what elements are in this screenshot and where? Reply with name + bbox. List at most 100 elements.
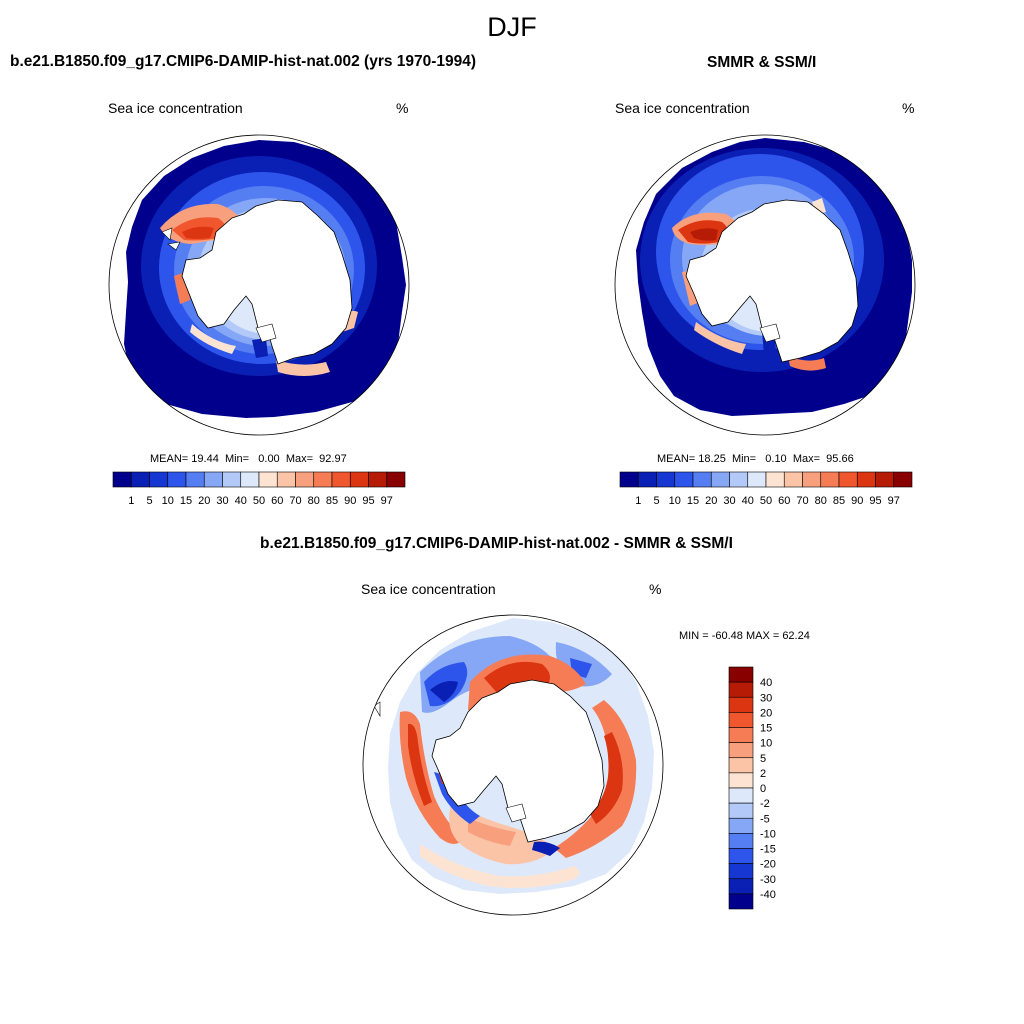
colorbar-tick-label: 20 (198, 495, 210, 507)
panel-3-units-label: % (649, 581, 662, 597)
panel-1-mean-value: 19.44 (191, 453, 219, 465)
colorbar-swatch (728, 727, 754, 743)
colorbar-tick-label: 15 (687, 495, 699, 507)
colorbar-swatch (728, 666, 754, 683)
colorbar-tick-label: 80 (815, 495, 827, 507)
colorbar-swatch (149, 471, 169, 488)
colorbar-tick-label: 70 (289, 495, 301, 507)
colorbar-swatch (222, 471, 242, 488)
colorbar-swatch (349, 471, 369, 488)
colorbar-swatch (112, 471, 132, 488)
colorbar-swatch (637, 471, 657, 488)
colorbar-tick-label: 0 (760, 783, 766, 795)
colorbar-swatch (692, 471, 712, 488)
colorbar-tick-label: 30 (760, 692, 772, 704)
colorbar-tick-label: 10 (760, 738, 772, 750)
colorbar-tick-label: 5 (653, 495, 659, 507)
colorbar-tick-label: 85 (326, 495, 338, 507)
colorbar-swatch (258, 471, 278, 488)
colorbar-tick-label: 20 (760, 707, 772, 719)
colorbar-tick-label: 30 (723, 495, 735, 507)
colorbar-tick-label: -15 (760, 844, 776, 856)
panel-2-max-value: 95.66 (826, 453, 854, 465)
colorbar-swatch (783, 471, 803, 488)
panel-2-title: SMMR & SSM/I (707, 54, 817, 71)
colorbar-swatch (820, 471, 840, 488)
panel-2-min-label: Min= (731, 453, 757, 465)
figure-title: DJF (487, 12, 537, 42)
panel-2-stats: MEAN= 18.25 Min= 0.10 Max= 95.66 (657, 453, 854, 465)
colorbar-tick-label: 10 (669, 495, 681, 507)
colorbar-tick-label: 90 (851, 495, 863, 507)
panel-3-difference-field (373, 618, 654, 894)
panel-3-map-boundary (362, 614, 664, 916)
colorbar-tick-label: -5 (760, 813, 770, 825)
colorbar-swatch (331, 471, 351, 488)
colorbar-tick-label: 80 (308, 495, 320, 507)
colorbar-swatch (728, 696, 754, 713)
colorbar-tick-label: 70 (796, 495, 808, 507)
colorbar-tick-label: 30 (216, 495, 228, 507)
colorbar-swatch (765, 471, 785, 488)
panel-3-map (362, 614, 664, 916)
panel-1-min-value: 0.00 (258, 453, 280, 465)
colorbar-swatch (729, 471, 749, 488)
colorbar-swatch (674, 471, 694, 488)
colorbar-tick-label: 15 (180, 495, 192, 507)
panel-2-mean-label: MEAN= (657, 453, 696, 465)
colorbar-tick-label: 95 (869, 495, 881, 507)
panel-1-map (108, 134, 410, 436)
colorbar-swatch (728, 787, 754, 804)
colorbar-swatch (728, 848, 754, 864)
colorbar-tick-label: 60 (271, 495, 283, 507)
colorbar-tick-label: -40 (760, 889, 776, 901)
colorbar-swatch (130, 471, 150, 488)
colorbar-tick-label: 1 (128, 495, 134, 507)
colorbar-tick-label: -10 (760, 828, 776, 840)
colorbar-tick-label: 97 (381, 495, 393, 507)
panel-1-map-boundary (108, 134, 410, 436)
colorbar-tick-label: 50 (760, 495, 772, 507)
colorbar-swatch (728, 893, 754, 910)
colorbar-swatch (728, 833, 754, 849)
colorbar-swatch (838, 471, 858, 488)
colorbar-swatch (802, 471, 822, 488)
panel-1-colorbar: 1 5 10 15 20 30 40 50 60 70 80 85 90 95 97 (112, 471, 406, 507)
colorbar-swatch (728, 772, 754, 789)
colorbar-tick-label: 1 (635, 495, 641, 507)
colorbar-swatch (728, 742, 754, 759)
colorbar-tick-label: -2 (760, 798, 770, 810)
panel-2-variable-label: Sea ice concentration (615, 100, 750, 116)
colorbar-swatch (368, 471, 388, 488)
colorbar-swatch (710, 471, 730, 488)
colorbar-tick-label: 10 (162, 495, 174, 507)
colorbar-tick-label: 90 (344, 495, 356, 507)
colorbar-tick-label: 95 (362, 495, 374, 507)
colorbar-swatch (728, 712, 754, 728)
panel-2-max-label: Max= (792, 453, 821, 465)
colorbar-swatch (728, 863, 754, 880)
colorbar-swatch (656, 471, 676, 488)
colorbar-swatch (875, 471, 895, 488)
panel-1-variable-label: Sea ice concentration (108, 100, 243, 116)
colorbar-swatch (276, 471, 296, 488)
colorbar-swatch (203, 471, 223, 488)
colorbar-tick-label: 40 (235, 495, 247, 507)
colorbar-tick-label: 60 (778, 495, 790, 507)
colorbar-swatch (728, 681, 754, 698)
colorbar-swatch (295, 471, 315, 488)
colorbar-swatch (619, 471, 639, 488)
colorbar-swatch (728, 802, 754, 819)
colorbar-tick-label: 50 (253, 495, 265, 507)
colorbar-tick-label: 40 (742, 495, 754, 507)
panel-1-mean-label: MEAN= (150, 453, 189, 465)
colorbar-swatch (728, 757, 754, 774)
panel-2-mean-value: 18.25 (698, 453, 726, 465)
panel-1-max-label: Max= (285, 453, 314, 465)
colorbar-tick-label: 5 (760, 753, 766, 765)
colorbar-tick-label: 40 (760, 677, 772, 689)
colorbar-swatch (185, 471, 205, 488)
panel-1-stats: MEAN= 19.44 Min= 0.00 Max= 92.97 (150, 453, 347, 465)
colorbar-tick-label: 20 (705, 495, 717, 507)
